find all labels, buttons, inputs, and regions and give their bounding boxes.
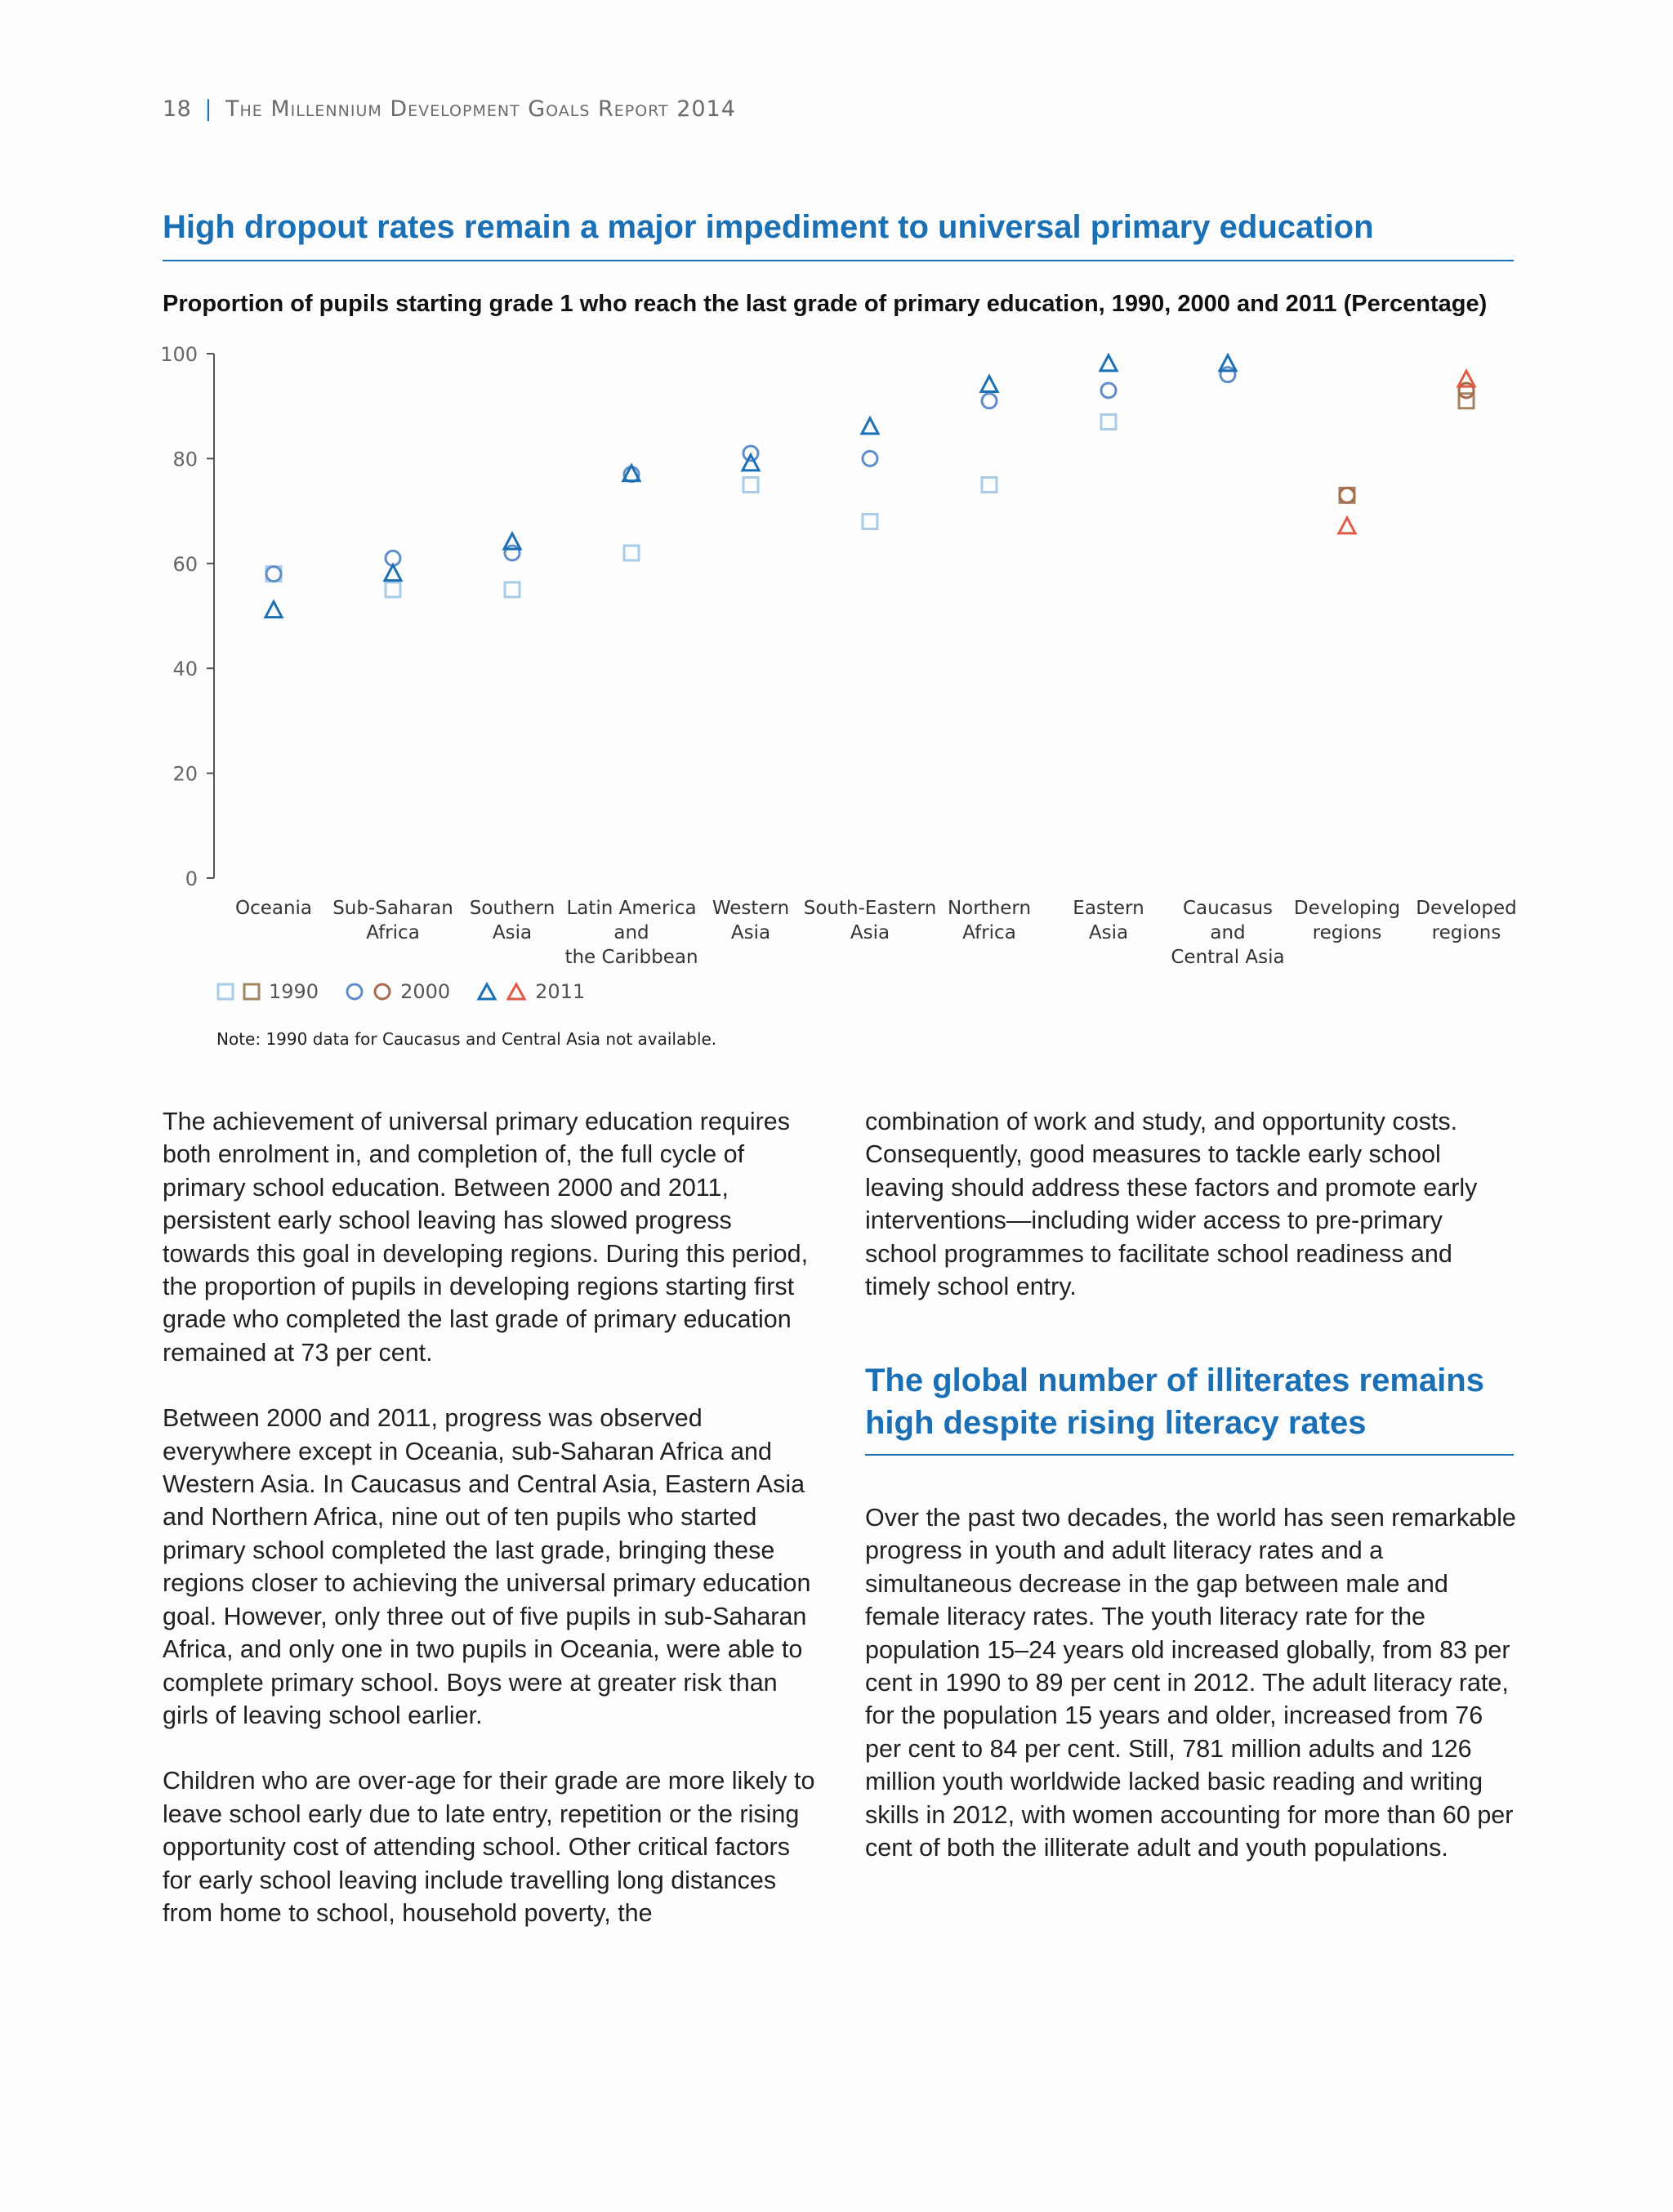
marker-2011: [502, 530, 523, 551]
x-axis-labels: Oceania Sub-Saharan Africa Southern AsiaLati…: [235, 898, 1517, 968]
y-tick-label: 20: [172, 763, 198, 786]
x-tick-label: Sub-Saharan Africa: [332, 898, 453, 943]
marker-2000: [265, 565, 283, 583]
x-tick-label: Developing regions: [1294, 898, 1400, 943]
marker-2011: [1336, 515, 1358, 535]
marker-1990: [742, 476, 760, 493]
legend-triangle-blue-icon: [476, 982, 497, 1001]
y-tick-label: 40: [172, 658, 198, 680]
marker-2000: [1219, 366, 1237, 384]
header-separator: |: [204, 96, 212, 122]
report-title: The Millennium Development Goals Report …: [225, 96, 736, 122]
scatter-chart: 0 20 40 60 80 100 Oceania Sub-Saharan Africa Sou…: [160, 343, 1517, 968]
chart-marks: [263, 352, 1477, 619]
marker-2011: [263, 599, 284, 619]
marker-2000: [861, 449, 879, 467]
paragraph: The achievement of universal primary edu…: [163, 1108, 809, 1367]
marker-2000: [1100, 381, 1118, 399]
chart-legend: 1990 2000 2011: [216, 980, 611, 1003]
marker-2000: [1338, 486, 1356, 504]
marker-2011: [1217, 352, 1238, 372]
x-tick-label: South-Eastern Asia: [804, 898, 937, 943]
marker-2000: [980, 392, 998, 410]
x-tick-label: Southern Asia: [470, 898, 555, 943]
legend-label-2011: 2011: [535, 980, 586, 1003]
marker-2000: [1457, 381, 1475, 399]
marker-1990: [622, 544, 640, 562]
marker-1990: [384, 581, 402, 599]
y-tick-label: 0: [185, 867, 198, 890]
section-title-literacy: The global number of illiterates remains…: [865, 1359, 1514, 1456]
marker-1990: [1100, 413, 1118, 430]
paragraph: Children who are over-age for their grad…: [163, 1767, 815, 1927]
marker-2011: [859, 415, 881, 435]
paragraph: Over the past two decades, the world has…: [865, 1504, 1516, 1862]
x-tick-label: Caucasus and Central Asia: [1171, 898, 1284, 968]
legend-circle-blue-icon: [346, 983, 364, 1001]
x-tick-label: Northern Africa: [948, 898, 1031, 943]
legend-square-brown-icon: [243, 983, 261, 1001]
body-column-right-top: combination of work and study, and oppor…: [865, 1105, 1519, 1336]
x-tick-label: Western Asia: [712, 898, 789, 943]
x-tick-label: Developed regions: [1416, 898, 1516, 943]
marker-2011: [740, 452, 761, 472]
x-tick-label: Latin America and the Caribbean: [564, 898, 698, 968]
legend-item-2011: 2011: [476, 980, 585, 1003]
running-head: 18 | The Millennium Development Goals Repo…: [163, 96, 736, 122]
y-tick-label: 100: [160, 343, 198, 366]
legend-item-1990: 1990: [216, 980, 319, 1003]
section-title-dropout: High dropout rates remain a major impedi…: [163, 206, 1514, 261]
page-number: 18: [163, 96, 192, 122]
body-column-right-bottom: Over the past two decades, the world has…: [865, 1501, 1519, 1897]
marker-2000: [503, 544, 521, 562]
y-tick-label: 60: [172, 553, 198, 576]
legend-item-2000: 2000: [345, 980, 450, 1003]
marker-2011: [382, 562, 404, 582]
marker-1990: [503, 581, 521, 599]
legend-triangle-red-icon: [506, 982, 527, 1001]
x-tick-label: Eastern Asia: [1073, 898, 1144, 943]
marker-2011: [1098, 352, 1119, 372]
paragraph: combination of work and study, and oppor…: [865, 1108, 1478, 1301]
marker-1990: [1457, 392, 1475, 410]
legend-label-1990: 1990: [269, 980, 319, 1003]
y-tick-label: 80: [172, 448, 198, 470]
marker-2011: [1456, 368, 1477, 388]
chart-caption: Proportion of pupils starting grade 1 wh…: [163, 291, 1488, 317]
y-axis: 0 20 40 60 80 100: [160, 343, 215, 890]
body-column-left: The achievement of universal primary edu…: [163, 1105, 816, 1962]
chart-note: Note: 1990 data for Caucasus and Central…: [216, 1029, 717, 1049]
marker-2000: [742, 444, 760, 462]
marker-1990: [861, 512, 879, 530]
x-tick-label: Oceania: [235, 898, 312, 919]
legend-label-2000: 2000: [400, 980, 451, 1003]
legend-circle-brown-icon: [373, 983, 391, 1001]
paragraph: Between 2000 and 2011, progress was obse…: [163, 1404, 811, 1729]
marker-2011: [621, 462, 642, 483]
legend-square-blue-icon: [216, 983, 234, 1001]
marker-2011: [979, 373, 1000, 394]
marker-1990: [980, 476, 998, 493]
